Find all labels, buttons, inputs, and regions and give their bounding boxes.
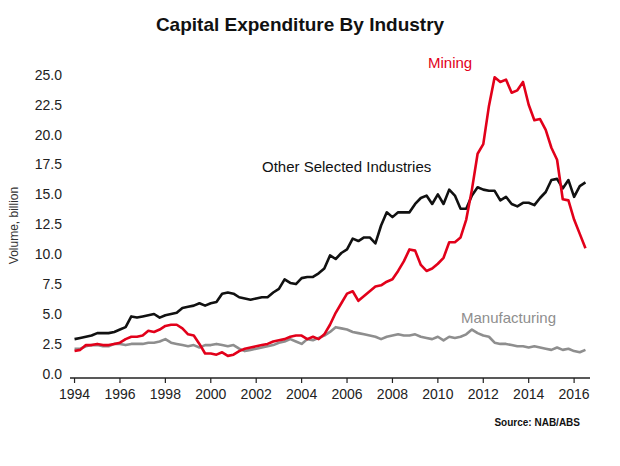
- chart: Capital Expenditure By Industry Volume, b…: [0, 0, 620, 466]
- x-tick-label: 2006: [331, 386, 362, 402]
- y-axis-label: Volume, billion: [7, 187, 21, 264]
- series-label: Manufacturing: [461, 309, 556, 326]
- y-tick-label: 20.0: [35, 127, 62, 143]
- y-tick-label: 22.5: [35, 97, 62, 113]
- x-tick-label: 1994: [59, 386, 90, 402]
- plot-area: [75, 77, 586, 356]
- x-tick: [301, 378, 302, 383]
- series-label: Mining: [428, 54, 472, 71]
- x-tick: [119, 378, 120, 383]
- x-tick-label: 2012: [468, 386, 499, 402]
- x-tick: [392, 378, 393, 383]
- series-label: Other Selected Industries: [262, 158, 431, 175]
- x-tick: [256, 378, 257, 383]
- y-tick-label: 25.0: [35, 67, 62, 83]
- x-axis-line: [70, 377, 590, 379]
- x-tick: [437, 378, 438, 383]
- x-tick-label: 1998: [150, 386, 181, 402]
- series-line: [75, 77, 586, 356]
- source: Source: NAB/ABS: [494, 417, 580, 428]
- x-tick-label: 2000: [195, 386, 226, 402]
- x-tick: [574, 378, 575, 383]
- x-tick-label: 2002: [241, 386, 272, 402]
- x-tick: [165, 378, 166, 383]
- x-tick-label: 2004: [286, 386, 317, 402]
- x-tick: [528, 378, 529, 383]
- y-tick-label: 7.5: [43, 276, 63, 292]
- x-tick: [210, 378, 211, 383]
- x-tick: [483, 378, 484, 383]
- page: {"chart_data": { "type": "line", "title"…: [0, 0, 620, 466]
- y-tick-label: 12.5: [35, 216, 62, 232]
- y-tick-label: 17.5: [35, 156, 62, 172]
- x-tick-label: 2010: [422, 386, 453, 402]
- x-tick: [346, 378, 347, 383]
- x-tick-label: 2016: [559, 386, 590, 402]
- y-tick-label: 10.0: [35, 246, 62, 262]
- y-tick-label: 0.0: [43, 366, 63, 382]
- x-tick-label: 2014: [513, 386, 544, 402]
- y-tick-label: 2.5: [43, 336, 63, 352]
- y-tick-label: 15.0: [35, 186, 62, 202]
- x-tick-label: 2008: [377, 386, 408, 402]
- title: Capital Expenditure By Industry: [156, 14, 445, 35]
- y-tick-label: 5.0: [43, 306, 63, 322]
- x-tick-label: 1996: [104, 386, 135, 402]
- series-line: [75, 179, 586, 339]
- x-tick: [74, 378, 75, 383]
